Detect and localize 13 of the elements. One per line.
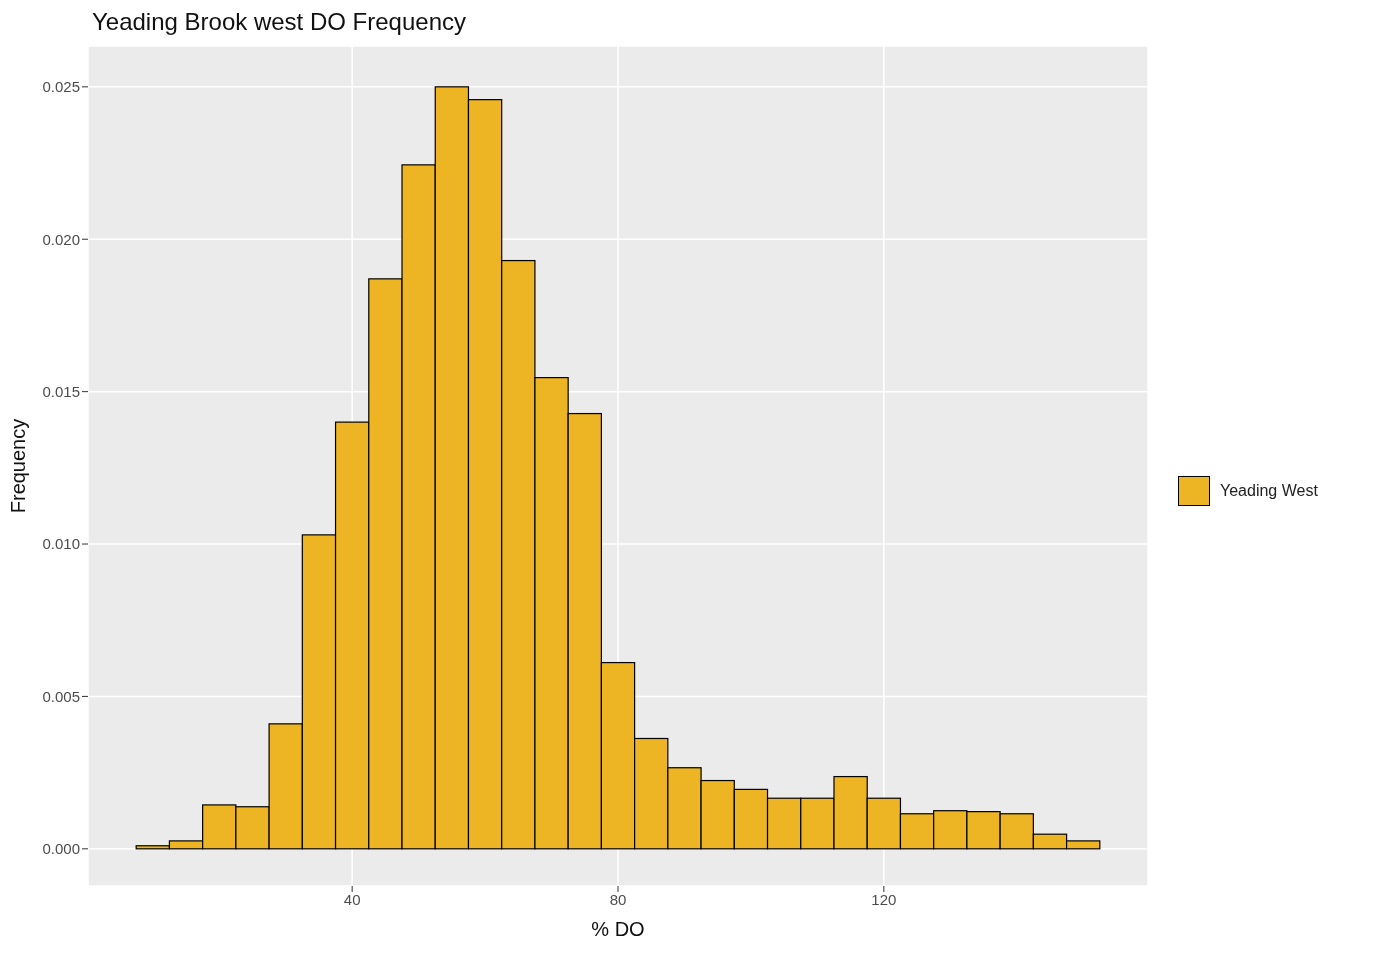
x-axis-title: % DO xyxy=(591,918,645,940)
x-tick-label: 40 xyxy=(343,890,361,908)
y-tick-label: 0.025 xyxy=(42,78,80,96)
chart-title: Yeading Brook west DO Frequency xyxy=(91,8,467,36)
legend-label: Yeading West xyxy=(1220,482,1318,500)
y-tick-label: 0.010 xyxy=(42,535,80,553)
y-tick-label: 0.020 xyxy=(42,230,80,248)
y-tick-label: 0.005 xyxy=(42,687,80,705)
y-tick-label: 0.015 xyxy=(42,382,80,400)
y-axis-title: Frequency xyxy=(7,418,30,514)
x-tick-label: 120 xyxy=(871,890,897,908)
x-tick-label: 80 xyxy=(609,890,627,908)
y-tick-label: 0.000 xyxy=(42,840,80,858)
